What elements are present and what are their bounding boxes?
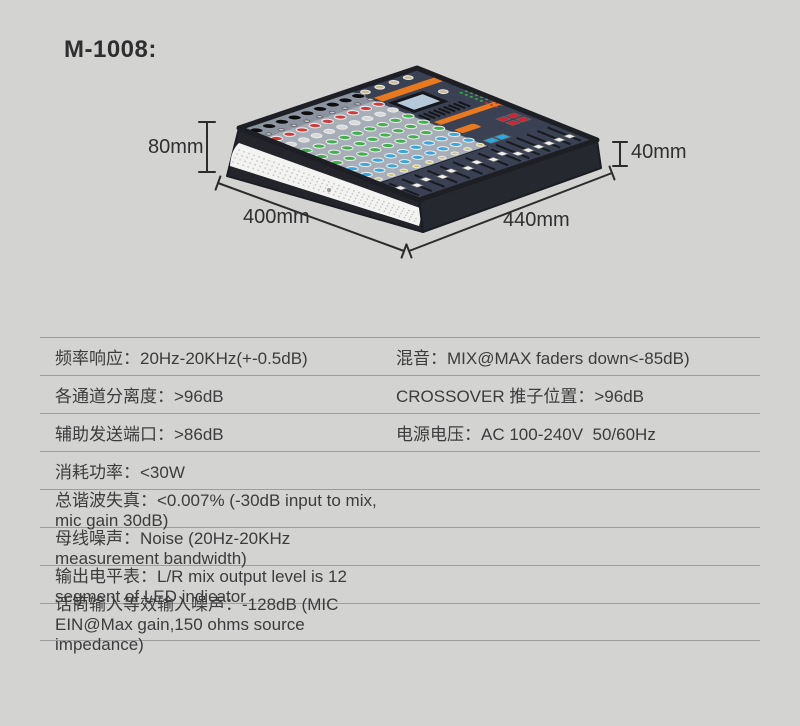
spec-row: 总谐波失真：<0.007% (-30dB input to mix, mic g…	[40, 489, 760, 530]
mixer-illustration	[0, 0, 800, 300]
accent-strip-mid	[433, 101, 502, 125]
spec-row: 频率响应：20Hz-20KHz(+-0.5dB) 混音：MIX@MAX fade…	[40, 337, 760, 375]
dim-line-440mm	[405, 165, 616, 259]
dim-line-40mm	[612, 141, 628, 167]
spec-aux-send: 辅助发送端口：>86dB	[55, 425, 224, 444]
spec-bus-noise: 母线噪声：Noise (20Hz-20KHz measurement bandw…	[55, 529, 295, 568]
spec-row: 输出电平表：L/R mix output level is 12 segment…	[40, 565, 760, 606]
spec-crossover: CROSSOVER 推子位置：>96dB	[396, 387, 644, 406]
spec-row: 话筒输入等效输入噪声：-128dB (MIC EIN@Max gain,150 …	[40, 595, 760, 654]
lcd-display	[392, 93, 444, 112]
dim-line-400mm	[214, 175, 408, 259]
dim-line-80mm	[198, 121, 216, 173]
knob-layer	[246, 71, 587, 197]
spec-row: 各通道分离度：>96dB CROSSOVER 推子位置：>96dB	[40, 375, 760, 413]
dimension-label-depth: 400mm	[243, 206, 310, 228]
spec-channel-separation: 各通道分离度：>96dB	[55, 387, 224, 406]
spec-frequency-response: 频率响应：20Hz-20KHz(+-0.5dB)	[55, 349, 308, 368]
dimension-label-height-back: 80mm	[148, 136, 204, 158]
dimension-label-width: 440mm	[503, 209, 570, 231]
spec-mic-ein: 话筒输入等效输入噪声：-128dB (MIC EIN@Max gain,150 …	[55, 594, 344, 654]
spec-power-voltage: 电源电压：AC 100-240V 50/60Hz	[396, 425, 656, 444]
spec-thd: 总谐波失真：<0.007% (-30dB input to mix, mic g…	[55, 491, 382, 530]
screw-icon	[327, 188, 331, 192]
spec-mix: 混音：MIX@MAX faders down<-85dB)	[396, 349, 690, 368]
dimension-label-height-front: 40mm	[631, 141, 687, 163]
mixer-back-face	[226, 127, 424, 233]
spec-power-consumption: 消耗功率：<30W	[55, 463, 185, 482]
page-title: M-1008:	[64, 36, 157, 63]
brand-badge	[454, 123, 481, 133]
spec-row: 消耗功率：<30W	[40, 451, 760, 489]
spec-row: 母线噪声：Noise (20Hz-20KHz measurement bandw…	[40, 527, 760, 568]
spec-output-meter: 输出电平表：L/R mix output level is 12 segment…	[55, 567, 352, 606]
mixer-top-panel	[239, 68, 597, 200]
spec-table: 频率响应：20Hz-20KHz(+-0.5dB) 混音：MIX@MAX fade…	[40, 337, 760, 654]
dimension-lines	[198, 121, 628, 259]
perforation-dots	[232, 149, 419, 223]
spec-row: 辅助发送端口：>86dB 电源电压：AC 100-240V 50/60Hz	[40, 413, 760, 451]
accent-strip-top	[373, 77, 444, 102]
